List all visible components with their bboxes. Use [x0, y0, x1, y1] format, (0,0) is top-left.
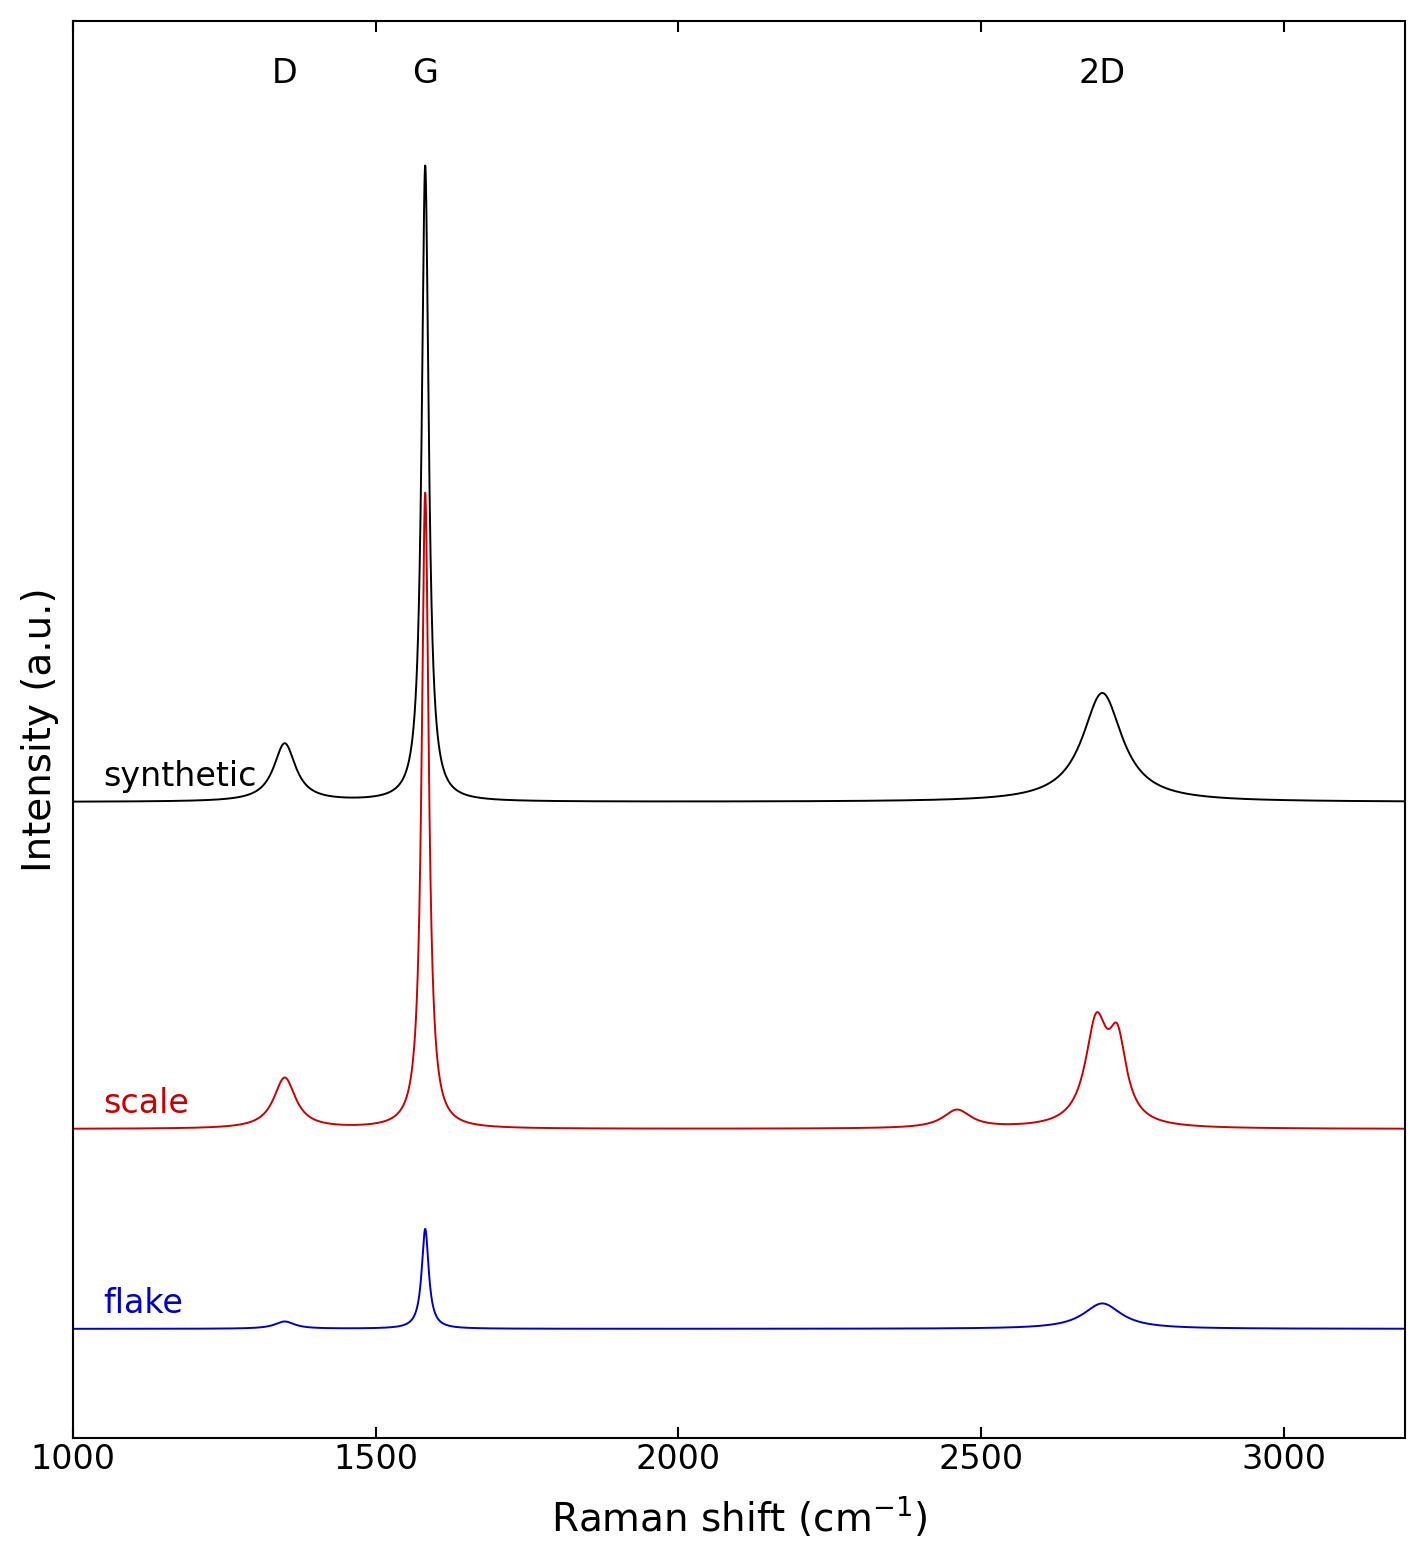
- Text: 2D: 2D: [1079, 58, 1127, 90]
- X-axis label: Raman shift $\mathdefault{(cm^{-1})}$: Raman shift $\mathdefault{(cm^{-1})}$: [550, 1494, 927, 1540]
- Text: D: D: [272, 58, 298, 90]
- Text: G: G: [412, 58, 438, 90]
- Text: flake: flake: [103, 1287, 183, 1320]
- Y-axis label: Intensity (a.u.): Intensity (a.u.): [21, 587, 58, 872]
- Text: synthetic: synthetic: [103, 760, 257, 792]
- Text: scale: scale: [103, 1087, 188, 1120]
